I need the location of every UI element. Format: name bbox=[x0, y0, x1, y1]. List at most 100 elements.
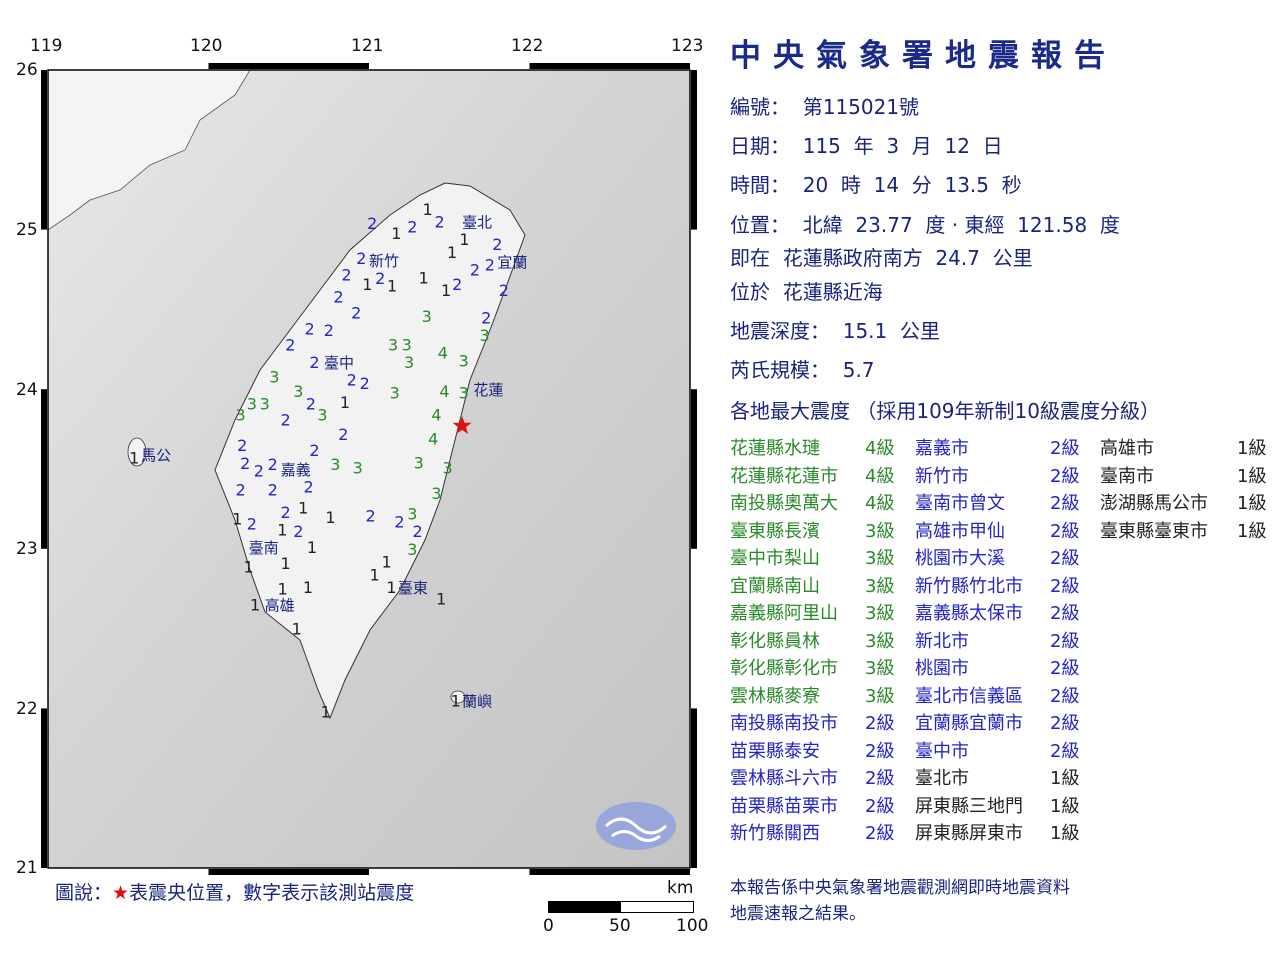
station-intensity: 2 bbox=[375, 269, 385, 288]
lon-tick: 121 bbox=[351, 36, 384, 56]
station-intensity: 2 bbox=[237, 436, 247, 455]
intensity-name: 嘉義縣太保市 bbox=[915, 603, 1023, 624]
station-intensity: 2 bbox=[407, 217, 417, 236]
intensity-name: 南投縣奧萬大 bbox=[730, 493, 838, 514]
city-label: 馬公 bbox=[141, 447, 171, 465]
station-intensity: 2 bbox=[285, 336, 295, 355]
lat-tick: 22 bbox=[16, 699, 38, 719]
intensity-level: 2級 bbox=[865, 713, 895, 734]
intensity-level: 3級 bbox=[865, 520, 895, 542]
station-intensity: 2 bbox=[338, 425, 348, 444]
station-intensity: 2 bbox=[412, 522, 422, 541]
lat-tick: 24 bbox=[16, 380, 38, 400]
penghu-islands bbox=[127, 437, 147, 467]
intensity-level: 2級 bbox=[1050, 740, 1080, 762]
station-intensity: 2 bbox=[324, 321, 334, 340]
intensity-level: 4級 bbox=[865, 493, 895, 514]
frame-bar bbox=[41, 70, 47, 230]
station-intensity: 1 bbox=[280, 554, 290, 573]
intensity-level: 1級 bbox=[1237, 438, 1267, 459]
intensity-level: 2級 bbox=[1050, 520, 1080, 542]
station-intensity: 1 bbox=[250, 596, 260, 615]
station-intensity: 3 bbox=[431, 484, 441, 503]
intensity-level: 1級 bbox=[1237, 520, 1267, 542]
scale-label: 0 bbox=[543, 916, 554, 936]
station-intensity: 2 bbox=[293, 522, 303, 541]
station-intensity: 2 bbox=[236, 481, 246, 500]
station-intensity: 3 bbox=[388, 336, 398, 355]
intensity-level: 1級 bbox=[1050, 795, 1080, 817]
station-intensity: 2 bbox=[268, 481, 278, 500]
intensity-name: 屏東縣屏東市 bbox=[915, 823, 1023, 844]
report-time: 時間： 20 時 14 分 13.5 秒 bbox=[730, 173, 1022, 197]
star-icon bbox=[452, 415, 472, 434]
station-intensity: 1 bbox=[325, 508, 335, 527]
station-intensity: 1 bbox=[277, 579, 287, 598]
station-intensity: 2 bbox=[333, 288, 343, 307]
station-intensity: 2 bbox=[435, 213, 445, 232]
station-intensity: 1 bbox=[277, 520, 287, 539]
report-region: 位於 花蓮縣近海 bbox=[730, 280, 883, 304]
footer-line: 本報告係中央氣象署地震觀測網即時地震資料 bbox=[730, 878, 1070, 898]
station-intensity: 3 bbox=[390, 383, 400, 402]
intensity-name: 臺南市曾文 bbox=[915, 493, 1005, 514]
intensity-level: 2級 bbox=[1050, 685, 1080, 707]
intensity-level: 2級 bbox=[1050, 575, 1080, 597]
station-intensity: 2 bbox=[309, 353, 319, 372]
intensity-name: 臺北市 bbox=[915, 768, 969, 789]
station-intensity: 2 bbox=[247, 514, 257, 533]
city-label: 臺北 bbox=[462, 214, 492, 232]
station-intensity: 1 bbox=[340, 393, 350, 412]
station-intensity: 1 bbox=[303, 578, 313, 597]
station-intensity: 1 bbox=[386, 578, 396, 597]
intensity-name: 高雄市 bbox=[1100, 438, 1154, 459]
station-intensity: 3 bbox=[317, 406, 327, 425]
intensity-level: 3級 bbox=[865, 630, 895, 652]
taiwan-island bbox=[214, 182, 526, 720]
station-intensity: 1 bbox=[451, 691, 461, 710]
intensity-name: 臺中市梨山 bbox=[730, 548, 820, 569]
intensity-level: 2級 bbox=[1050, 713, 1080, 734]
frame-bar bbox=[208, 869, 369, 875]
city-label: 高雄 bbox=[265, 597, 295, 615]
station-intensity: 2 bbox=[309, 441, 319, 460]
city-label: 花蓮 bbox=[473, 381, 503, 399]
station-intensity: 2 bbox=[240, 454, 250, 473]
station-intensity: 2 bbox=[481, 308, 491, 327]
scale-unit: km bbox=[667, 878, 694, 898]
lat-tick: 21 bbox=[16, 858, 38, 878]
intensity-name: 花蓮縣水璉 bbox=[730, 438, 820, 459]
station-intensity: 1 bbox=[321, 703, 331, 722]
intensity-level: 2級 bbox=[865, 768, 895, 789]
intensity-level: 1級 bbox=[1050, 768, 1080, 789]
lat-tick: 25 bbox=[16, 220, 38, 240]
station-intensity: 1 bbox=[436, 589, 446, 608]
station-intensity: 2 bbox=[492, 235, 502, 254]
station-intensity: 1 bbox=[459, 230, 469, 249]
station-intensity: 3 bbox=[407, 505, 417, 524]
frame-bar bbox=[691, 389, 697, 549]
station-intensity: 2 bbox=[347, 370, 357, 389]
frame-bar bbox=[691, 70, 697, 230]
station-intensity: 2 bbox=[485, 256, 495, 275]
intensity-level: 1級 bbox=[1050, 823, 1080, 844]
station-intensity: 1 bbox=[382, 553, 392, 572]
station-intensity: 1 bbox=[387, 276, 397, 295]
city-label: 臺東 bbox=[398, 579, 428, 597]
station-intensity: 4 bbox=[438, 343, 448, 362]
intensity-name: 桃園市 bbox=[915, 658, 969, 679]
intensity-name: 高雄市甲仙 bbox=[915, 520, 1005, 542]
station-intensity: 4 bbox=[428, 430, 438, 449]
lat-tick: 26 bbox=[16, 60, 38, 80]
station-intensity: 3 bbox=[407, 540, 417, 559]
station-intensity: 2 bbox=[303, 477, 313, 496]
intensity-name: 宜蘭縣南山 bbox=[730, 575, 820, 597]
intensity-level: 2級 bbox=[1050, 630, 1080, 652]
frame-bar bbox=[529, 869, 690, 875]
frame-bar bbox=[529, 63, 690, 69]
intensity-name: 新竹縣關西 bbox=[730, 823, 820, 844]
station-intensity: 2 bbox=[351, 304, 361, 323]
legend-text: 表震央位置，數字表示該測站震度 bbox=[129, 882, 415, 904]
station-intensity: 3 bbox=[269, 367, 279, 386]
